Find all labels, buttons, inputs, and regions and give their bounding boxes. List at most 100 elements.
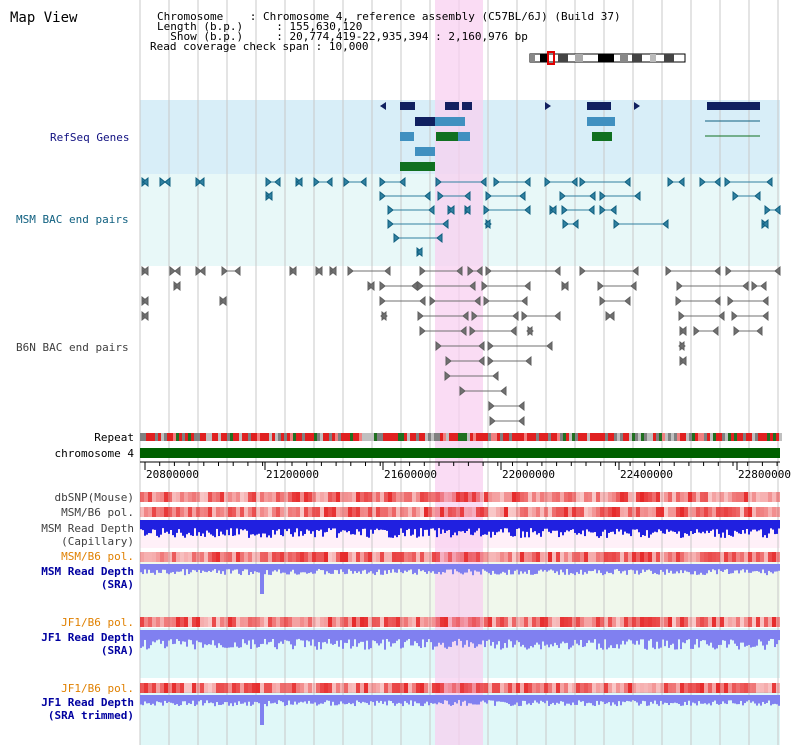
- bac-end-marker: [613, 218, 620, 230]
- bac-end-marker: [379, 295, 386, 307]
- coverage-value: : 10,000: [315, 40, 369, 53]
- jf1-sra-label-2: (SRA): [100, 644, 134, 657]
- msm-b6-pol-track: [140, 507, 780, 517]
- bac-end-marker: [774, 204, 781, 216]
- bac-end-marker: [435, 176, 442, 188]
- bac-end-marker: [234, 265, 241, 277]
- chromosome-line: Chromosome : Chromosome 4, reference ass…: [157, 11, 621, 22]
- bac-end-marker: [714, 265, 721, 277]
- dbsnp-label[interactable]: dbSNP(Mouse): [54, 491, 134, 504]
- bac-end-marker: [662, 218, 669, 230]
- msm-capillary-label-2: (Capillary): [61, 535, 134, 548]
- bac-end-marker: [419, 325, 426, 337]
- bac-end-marker: [675, 295, 682, 307]
- b6n-bac-label[interactable]: B6N BAC end pairs: [16, 341, 129, 354]
- bac-end-marker: [624, 295, 631, 307]
- jf1-b6-pol-track-2: [140, 683, 780, 693]
- bac-end-marker: [526, 325, 533, 337]
- bac-end-marker: [274, 176, 281, 188]
- bac-end-marker: [379, 176, 386, 188]
- bac-end-marker: [699, 176, 706, 188]
- bac-end-marker: [727, 295, 734, 307]
- bac-end-marker: [290, 265, 297, 277]
- bac-end-marker: [221, 265, 228, 277]
- axis-tick-label: 22400000: [620, 468, 673, 481]
- bac-end-marker: [632, 265, 639, 277]
- bac-end-marker: [599, 204, 606, 216]
- bac-end-marker: [471, 310, 478, 322]
- msm-bac-pairs: [141, 176, 781, 258]
- bac-end-marker: [485, 190, 492, 202]
- bac-end-marker: [467, 265, 474, 277]
- bac-end-marker: [756, 325, 763, 337]
- bac-end-marker: [676, 280, 683, 292]
- jf1-trim-label-1[interactable]: JF1 Read Depth: [41, 696, 134, 709]
- bac-end-marker: [680, 325, 687, 337]
- bac-end-marker: [579, 265, 586, 277]
- show-value: : 20,774,419-22,935,394 : 2,160,976 bp: [276, 30, 528, 43]
- bac-end-marker: [554, 265, 561, 277]
- bac-end-marker: [296, 176, 303, 188]
- bac-end-marker: [733, 325, 740, 337]
- bac-end-marker: [634, 190, 641, 202]
- jf1-b6-pol-label-2[interactable]: JF1/B6 pol.: [61, 682, 134, 695]
- refseq-label[interactable]: RefSeq Genes: [50, 131, 130, 144]
- bac-end-marker: [481, 280, 488, 292]
- bac-end-marker: [762, 310, 769, 322]
- bac-end-marker: [347, 265, 354, 277]
- bac-end-marker: [764, 204, 771, 216]
- bac-end-marker: [164, 176, 171, 188]
- bac-end-marker: [142, 295, 149, 307]
- bac-end-marker: [199, 265, 206, 277]
- bac-end-marker: [754, 190, 761, 202]
- bac-end-marker: [518, 400, 525, 412]
- bac-end-marker: [459, 385, 466, 397]
- bac-end-marker: [714, 295, 721, 307]
- bac-end-marker: [500, 385, 507, 397]
- axis-tick-label: 22800000: [738, 468, 791, 481]
- bac-end-marker: [399, 176, 406, 188]
- axis-tick-label: 20800000: [146, 468, 199, 481]
- msm-b6-pol-label-2[interactable]: MSM/B6 pol.: [61, 550, 134, 563]
- bac-end-marker: [712, 325, 719, 337]
- bac-end-marker: [487, 355, 494, 367]
- bac-end-marker: [724, 176, 731, 188]
- bac-end-marker: [460, 325, 467, 337]
- bac-end-marker: [579, 176, 586, 188]
- bac-end-marker: [488, 400, 495, 412]
- msm-bac-label[interactable]: MSM BAC end pairs: [16, 213, 129, 226]
- jf1-trim-label-2: (SRA trimmed): [47, 709, 134, 722]
- bac-end-marker: [469, 325, 476, 337]
- bac-end-marker: [419, 265, 426, 277]
- axis-ticks: [144, 462, 778, 470]
- axis-tick-label: 22000000: [502, 468, 555, 481]
- bac-end-marker: [510, 325, 517, 337]
- bac-end-marker: [485, 265, 492, 277]
- coverage-line: Read coverage check span : 10,000: [150, 40, 369, 53]
- bac-end-marker: [489, 415, 496, 427]
- bac-end-marker: [608, 310, 615, 322]
- msm-sra-depth: [140, 564, 780, 594]
- bac-end-marker: [478, 355, 485, 367]
- bac-end-marker: [456, 265, 463, 277]
- bac-end-marker: [476, 265, 483, 277]
- bac-end-marker: [732, 190, 739, 202]
- bac-end-marker: [493, 176, 500, 188]
- msm-b6-pol-label[interactable]: MSM/B6 pol.: [61, 506, 134, 519]
- bac-end-marker: [678, 176, 685, 188]
- bac-end-marker: [478, 340, 485, 352]
- bac-end-marker: [384, 265, 391, 277]
- bac-end-marker: [411, 280, 418, 292]
- repeat-track: [140, 433, 782, 441]
- bac-end-marker: [544, 176, 551, 188]
- msm-capillary-label-1[interactable]: MSM Read Depth: [41, 522, 134, 535]
- msm-sra-label-1[interactable]: MSM Read Depth: [41, 565, 134, 578]
- jf1-b6-pol-label[interactable]: JF1/B6 pol.: [61, 616, 134, 629]
- jf1-sra-depth: [140, 630, 780, 650]
- bac-end-marker: [760, 280, 767, 292]
- bac-end-marker: [599, 295, 606, 307]
- jf1-sra-label-1[interactable]: JF1 Read Depth: [41, 631, 134, 644]
- bac-end-marker: [762, 218, 769, 230]
- bac-end-marker: [665, 265, 672, 277]
